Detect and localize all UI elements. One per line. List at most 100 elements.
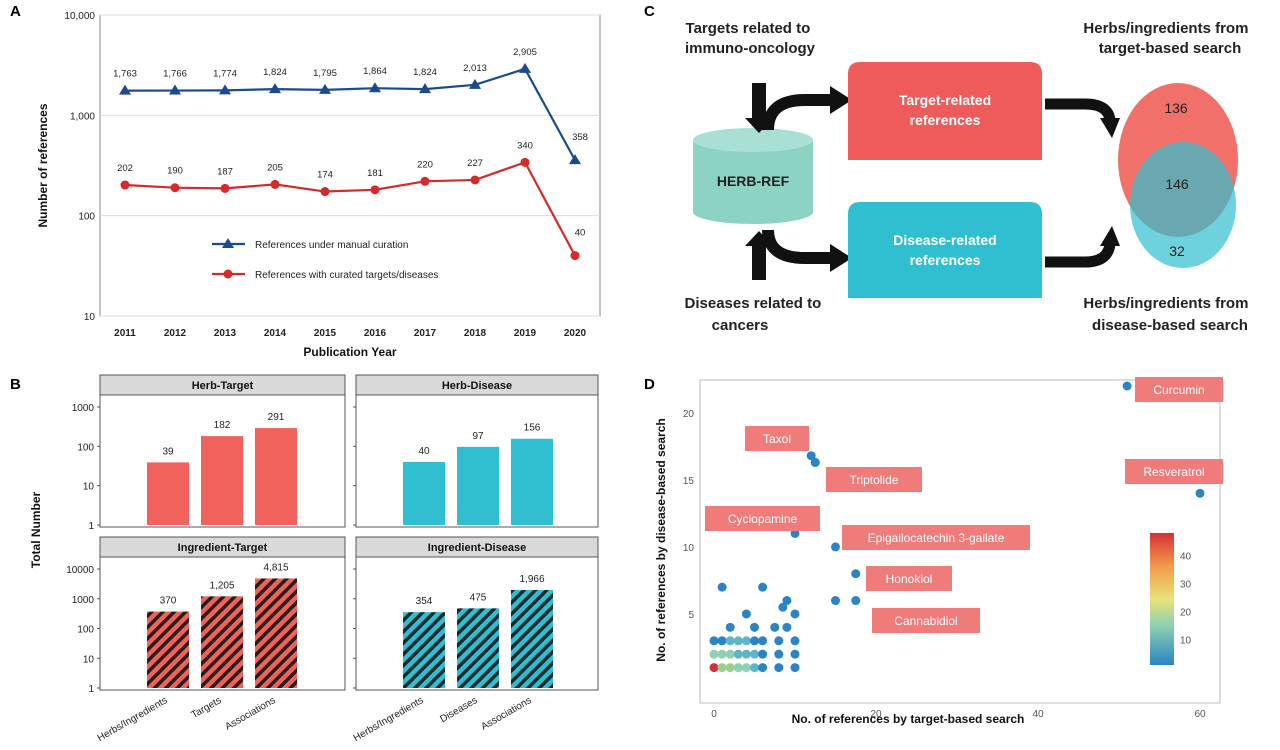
data-label: 202	[117, 163, 133, 174]
data-label: 1,774	[213, 68, 237, 79]
bar-value-label: 40	[418, 446, 430, 457]
point-tag-label: Honokiol	[886, 572, 933, 586]
panel-c-workflow-diagram: C Targets related to immuno-oncology Dis…	[644, 3, 1252, 334]
point-tag-label: Cannabidiol	[894, 614, 957, 628]
legend-label: References under manual curation	[255, 240, 408, 251]
bar	[201, 436, 243, 525]
point-tag	[826, 467, 922, 492]
diseases-input-text: Diseases related to cancers	[685, 295, 826, 334]
scatter-point	[725, 663, 735, 673]
colorbar: 10 20 30 40	[1150, 533, 1192, 665]
scatter-point	[774, 636, 784, 646]
arrow-head-icon	[830, 244, 852, 272]
scatter-point	[758, 649, 768, 659]
data-label: 227	[467, 158, 483, 169]
scatter-point	[770, 622, 780, 632]
labeled-point	[1195, 488, 1205, 498]
data-point	[320, 187, 330, 197]
bar	[457, 608, 499, 688]
y-tick-label: 1	[88, 684, 94, 695]
scatter-point	[725, 622, 735, 632]
point-tag	[842, 525, 1030, 550]
colorbar-gradient	[1150, 533, 1174, 665]
x-tick-label: Associations	[223, 695, 277, 733]
scatter-point	[782, 622, 792, 632]
scatter-point	[774, 663, 784, 673]
scatter-point	[741, 609, 751, 619]
bar	[255, 578, 297, 688]
scatter-point	[774, 649, 784, 659]
scatter-point	[717, 636, 727, 646]
venn-overlap-count: 146	[1165, 176, 1189, 192]
point-tag-label: Taxol	[763, 432, 791, 446]
data-label: 358	[572, 132, 588, 143]
bar	[255, 428, 297, 525]
point-tag	[1125, 459, 1223, 484]
scatter-point	[741, 649, 751, 659]
x-tick-label: 2013	[214, 328, 237, 339]
bar	[457, 446, 499, 525]
targets-input-text: Targets related to immuno-oncology	[685, 20, 816, 57]
bar-value-label: 97	[472, 431, 484, 442]
bar	[403, 461, 445, 525]
labeled-point	[831, 542, 840, 552]
x-tick-label: 2019	[514, 328, 537, 339]
y-tick-label: 10	[683, 543, 695, 554]
x-tick-label: Herbs/Ingredients	[352, 695, 426, 744]
bar	[147, 611, 189, 688]
data-label: 340	[517, 140, 533, 151]
x-tick-label: Diseases	[438, 695, 479, 725]
bar-value-label: 370	[160, 596, 177, 607]
bar-value-label: 4,815	[263, 562, 288, 573]
data-label: 1,864	[363, 66, 387, 77]
y-axis-title: Number of references	[36, 103, 50, 227]
x-tick-label: Associations	[479, 695, 533, 733]
point-tag	[705, 506, 820, 531]
x-tick-label: 0	[711, 709, 717, 720]
data-point	[469, 78, 481, 89]
x-tick-label: 20	[870, 709, 882, 720]
x-tick-label: 2020	[564, 328, 587, 339]
y-axis-title: Total Number	[29, 491, 43, 568]
y-tick-label: 10	[84, 312, 96, 323]
target-output-text: Herbs/ingredients from target-based sear…	[1083, 20, 1252, 57]
data-point	[420, 176, 430, 186]
venn-disease-circle	[1130, 142, 1236, 268]
bar-value-label: 156	[524, 423, 541, 434]
data-label: 2,013	[463, 63, 487, 74]
venn-disease-only-count: 32	[1169, 243, 1185, 259]
y-tick-label: 10000	[66, 565, 94, 576]
scatter-point	[790, 609, 800, 619]
scatter-point	[790, 649, 800, 659]
data-label: 1,824	[263, 67, 287, 78]
x-tick-label: 2017	[414, 328, 437, 339]
labeled-point	[806, 451, 816, 461]
curved-arrow-icon	[762, 229, 835, 264]
data-label: 187	[217, 166, 233, 177]
colorbar-tick-label: 40	[1180, 551, 1192, 562]
colorbar-tick-label: 20	[1180, 608, 1192, 619]
bar	[403, 612, 445, 688]
facet-title: Ingredient-Disease	[428, 542, 526, 554]
facet-ingredient-target: Ingredient-Target 1 10 100 1000 10000 370 Herbs…	[66, 536, 346, 744]
venn-target-only-count: 136	[1164, 100, 1188, 116]
scatter-point	[810, 457, 820, 467]
bar	[147, 462, 189, 525]
point-tag-label: Curcumin	[1153, 383, 1204, 397]
y-tick-label: 1,000	[70, 111, 95, 122]
data-point	[520, 157, 530, 167]
data-label: 205	[267, 162, 283, 173]
disease-related-box: Disease-related references	[848, 202, 1042, 298]
y-tick-label: 100	[77, 442, 94, 453]
panel-a-line-chart: A 10 100 1,000 10,000 2011 2012 2013 2014 2015 20…	[10, 3, 601, 359]
data-point	[470, 175, 480, 185]
scatter-point	[733, 636, 743, 646]
scatter-point	[790, 636, 800, 646]
scatter-point	[782, 596, 792, 606]
series-line	[124, 67, 576, 161]
colorbar-tick-label: 30	[1180, 580, 1192, 591]
facet-title: Herb-Disease	[442, 380, 512, 392]
disease-output-text: Herbs/ingredients from disease-based sea…	[1083, 295, 1252, 334]
